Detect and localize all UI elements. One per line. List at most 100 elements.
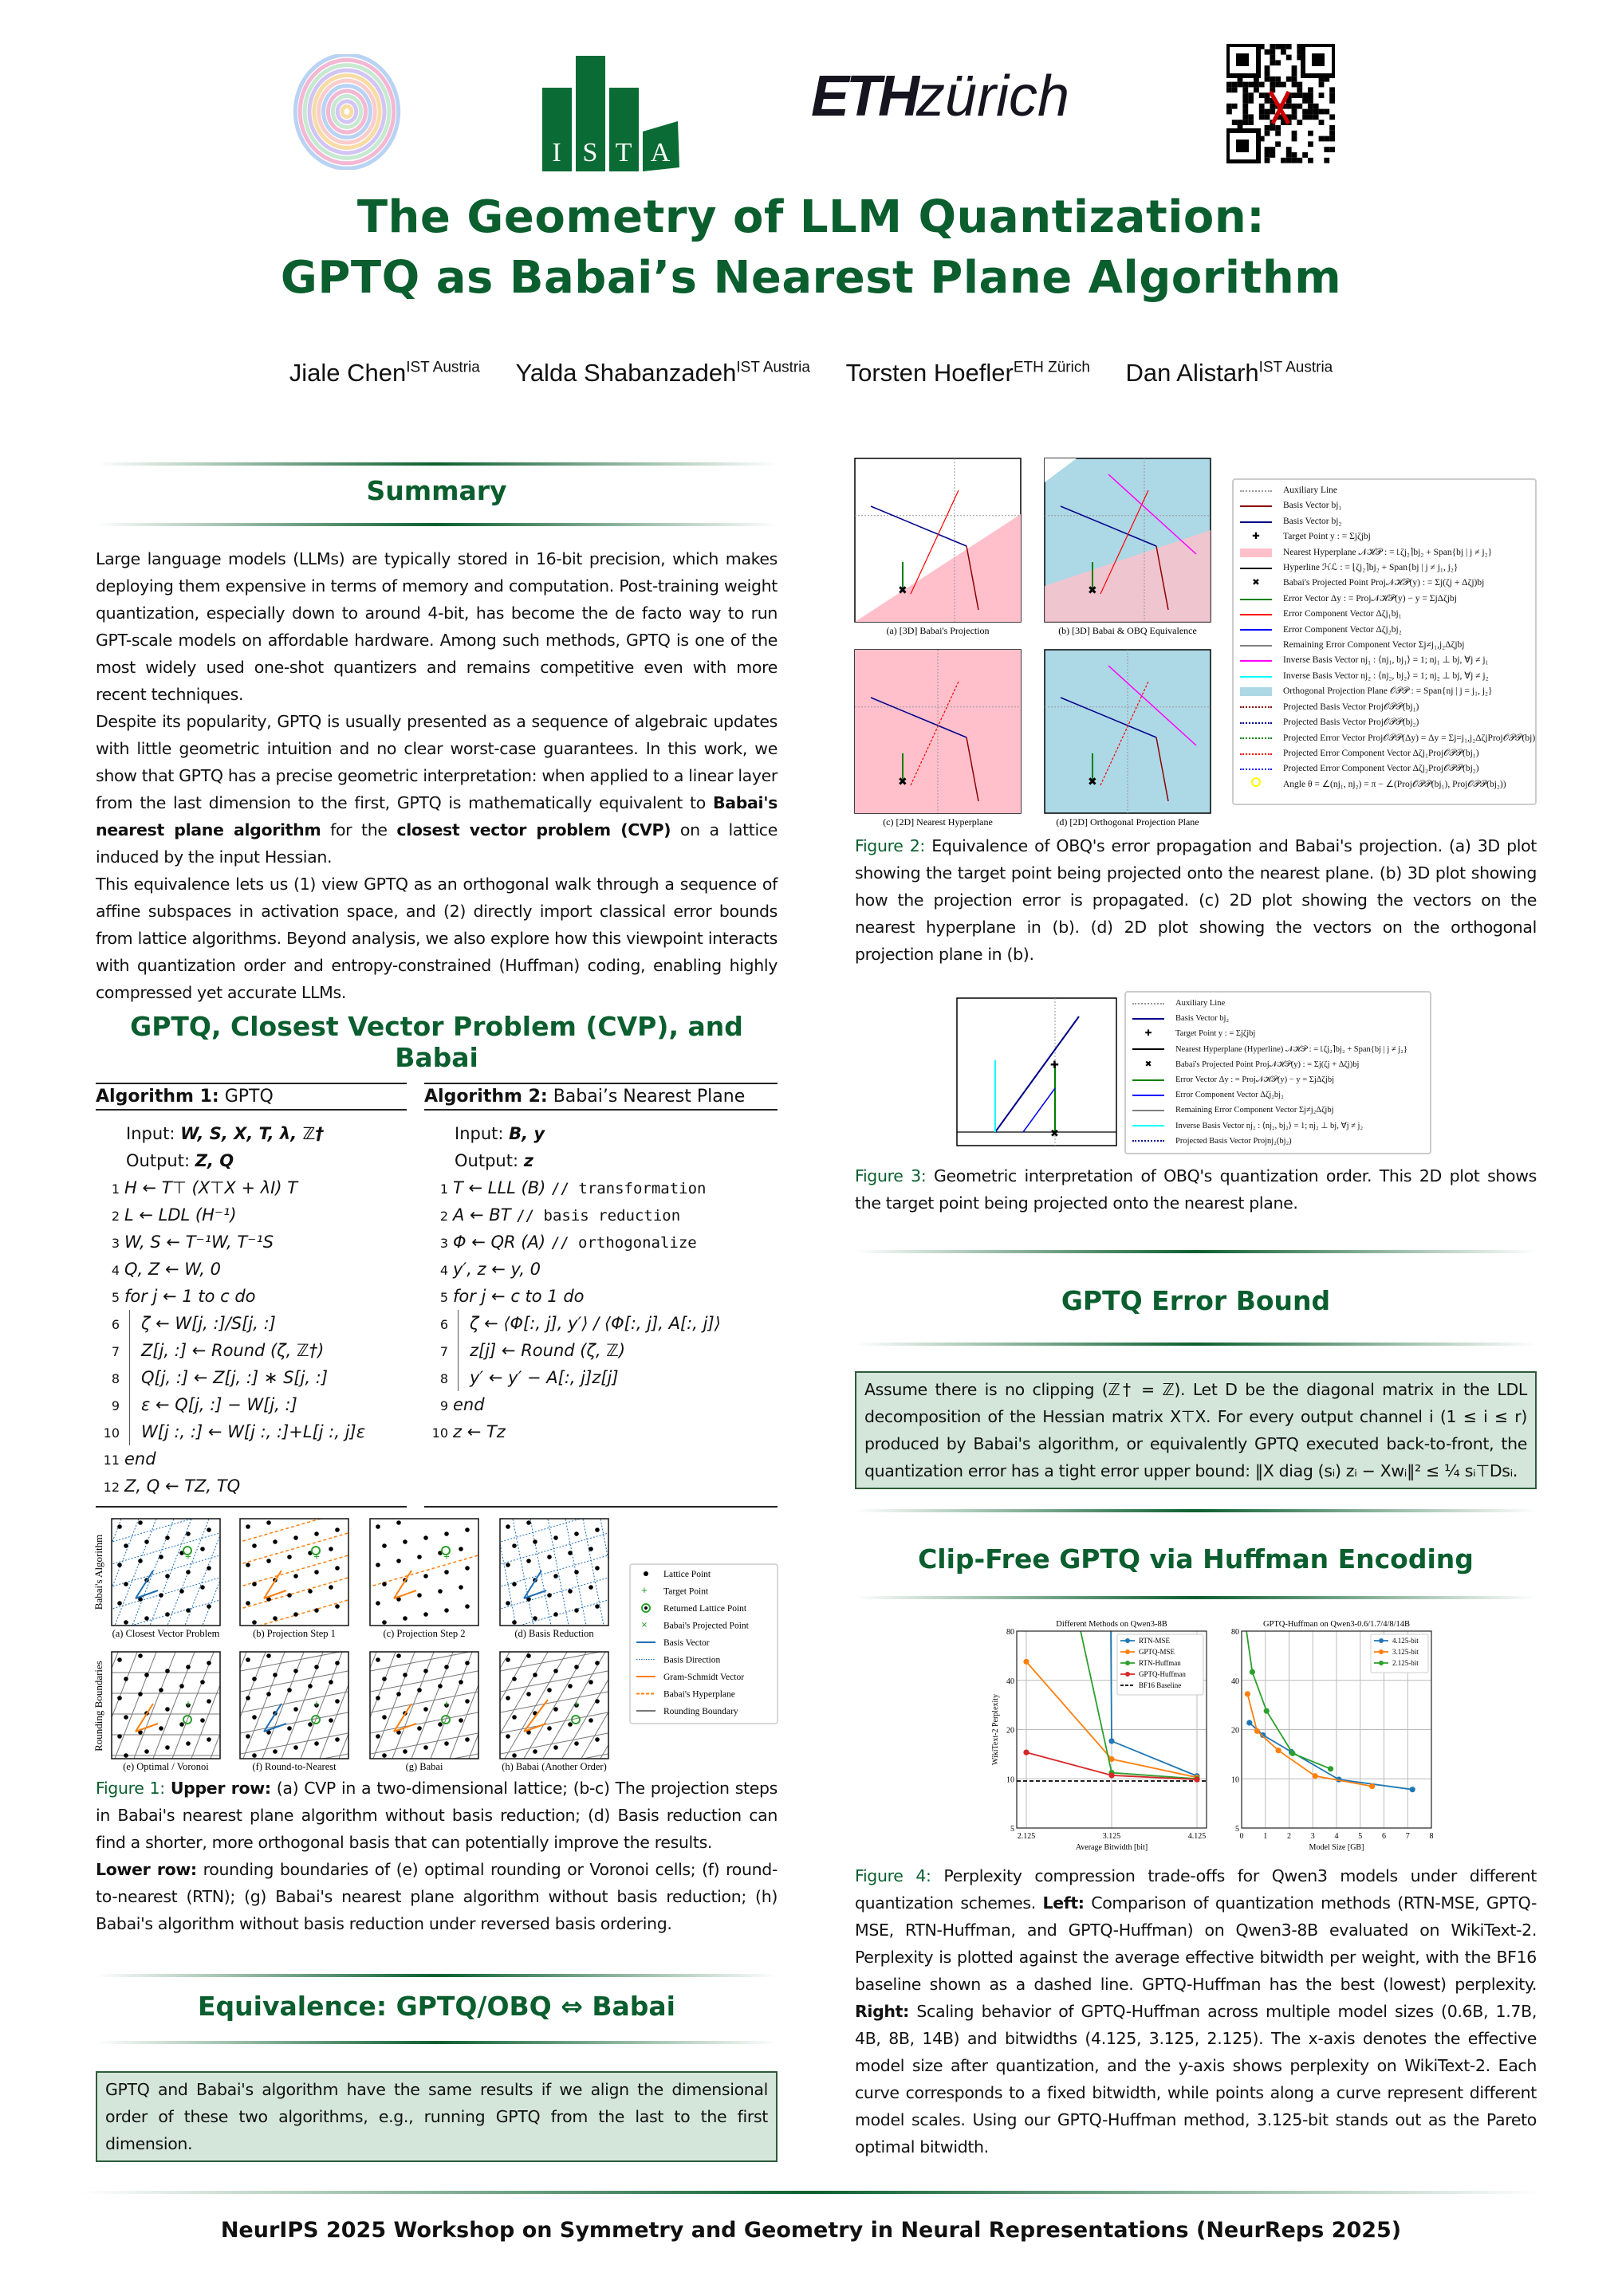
algorithm-io: Output: Z, Q [96,1147,407,1174]
lattice-point [553,1574,558,1578]
lattice-point [266,1653,271,1658]
legend-label: 2.125-bit [1392,1659,1419,1667]
lattice-point [227,1733,232,1738]
returned-lattice-point [441,1715,451,1724]
line-number: 8 [111,1371,120,1386]
lattice-point [506,1524,510,1529]
lattice-point [382,1620,387,1625]
figure-1-panel: + (h) Babai (Another Order) [499,1651,609,1772]
legend-item: 2.125-bit [1374,1659,1419,1667]
legend-item: Basis Direction [636,1656,720,1665]
lattice-point [589,1547,593,1551]
figure-2-panel: ✖ (c) [2D] Nearest Hyperplane [854,649,1022,828]
legend-label: Projected Basis Vector Proj𝒪𝒫𝒫(bj₂) [1283,718,1419,728]
rounding-boundary [370,1652,472,1672]
lattice-point [124,1582,128,1586]
hyperplane-line [112,1519,194,1543]
lattice-point [403,1616,407,1621]
line-code: H ← T⊤ (X⊤X + λI) T [123,1174,297,1201]
algorithm-line: 4 Q, Z ← W, 0 [96,1256,407,1283]
legend-item: ✚ Target Point y : = Σjζjbj [1240,529,1529,545]
x-swatch: ✖ [1144,1060,1152,1069]
lattice-point [533,1539,537,1544]
basis-vector [263,1703,287,1732]
line-code: ζ ← ⟨Φ[:, j], y′⟩ / ⟨Φ[:, j], A[:, j]⟩ [458,1310,721,1337]
lattice-point [246,1657,250,1662]
lattice-point [246,1601,250,1606]
dotted-swatch [1240,737,1272,740]
line-statement: z[j] ← Round (ζ, ℤ) [470,1341,626,1360]
rounding-boundary [265,1644,313,1767]
io-label: Input: [455,1124,504,1143]
legend-item: Projected Basis Vector Projnj₂(bj₂) [1132,1134,1423,1149]
lattice-point [227,1695,232,1700]
lattice-point [526,1559,531,1563]
figure-1-panel: + (e) Optimal / Voronoi [111,1644,313,1772]
rounding-boundary [112,1652,138,1719]
panel-label: (c) Projection Step 2 [383,1628,465,1639]
mandala-ring [302,63,392,160]
lattice-point [459,1718,463,1723]
lattice-point [533,1673,537,1677]
lattice-point [465,1661,470,1665]
equivalence-heading: Equivalence: GPTQ/OBQ ⇔ Babai [198,1991,675,2022]
returned-lattice-point [311,1546,321,1555]
lattice-point [553,1669,558,1673]
lattice-point [227,1562,232,1567]
summary-paragraph: This equivalence lets us (1) view GPTQ a… [96,875,778,1002]
author: Torsten HoeflerETH Zürich [846,359,1090,387]
figure-label: Figure 4: [855,1866,931,1885]
algorithm-io: Input: B, y [424,1120,778,1147]
algorithm-line: 11 end [96,1445,407,1472]
algorithm-line: 7 z[j] ← Round (ζ, ℤ) [424,1337,778,1364]
lattice-point [423,1669,428,1673]
lattice-point [506,1601,510,1606]
legend-item: Remaining Error Component Vector Σj≠j₁,j… [1240,638,1529,653]
y-tick-label: 5 [1235,1825,1239,1834]
dotted-swatch [1240,706,1272,709]
panel-label: (a) [3D] Babai's Projection [886,625,989,636]
legend-label: Babai's Projected Point Proj𝒩ℋ𝒫(y) : = Σ… [1175,1060,1360,1069]
patch-swatch [1240,687,1272,697]
legend-item: Angle θ = ∠(nj₁, nj₂) = π − ∠(Proj𝒪𝒫𝒫(bj… [1240,776,1529,792]
lattice-point [423,1707,428,1712]
lattice-point [266,1597,271,1602]
lattice-point [335,1527,340,1532]
rounding-boundary [226,1644,274,1767]
x-swatch: ✖ [1252,578,1260,588]
rounding-boundary [581,1711,608,1759]
line-swatch [1240,644,1272,647]
lattice-point [396,1520,401,1525]
rounding-boundary [372,1652,415,1759]
rounding-boundary [240,1712,348,1734]
basis-vector [1155,545,1169,611]
lattice-point [595,1527,600,1532]
lattice-point [138,1597,143,1602]
lattice-point [221,1543,226,1547]
lattice-point [356,1562,360,1567]
line-statement: L ← LDL (H⁻¹) [124,1205,237,1225]
figure-label: Figure 3: [855,1166,927,1185]
line-code: end [451,1391,485,1418]
figure-1-legend: Lattice Point + Target Point Returned Latti… [629,1563,778,1724]
basis-direction [234,1515,282,1634]
rounding-boundary [500,1652,602,1672]
rounding-boundary [370,1691,478,1713]
basis-direction [336,1515,360,1634]
basis-vector [523,1570,547,1599]
line-number: 5 [111,1290,120,1305]
lattice-point [273,1616,278,1621]
legend-item: Inverse Basis Vector nj₂ : ⟨nj₂, bj₂⟩ = … [1240,669,1529,684]
rounding-boundary [561,1678,608,1759]
returned-lattice-point [441,1546,451,1555]
rounding-boundary [210,1732,220,1759]
lattice-point [423,1574,428,1578]
summary-text: Large language models (LLMs) are typical… [96,545,778,1006]
lattice-point [595,1699,600,1704]
text-run: Perplexity compression trade-offs for Qw… [855,1866,1537,1913]
lattice-point [138,1520,143,1525]
basis-vector [523,1699,549,1732]
qr-code[interactable] [1225,42,1337,164]
legend-label: Basis Vector bj₁ [1283,501,1342,511]
